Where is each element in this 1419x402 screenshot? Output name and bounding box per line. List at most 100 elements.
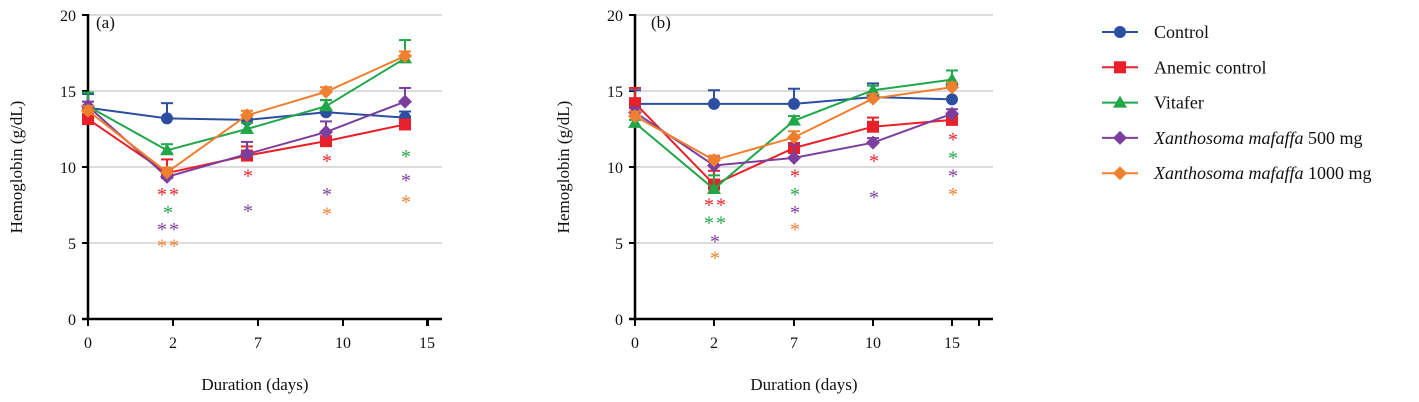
y-tick-label: 15 bbox=[60, 84, 76, 101]
legend-item: Xanthosoma mafaffa 500 mg bbox=[1102, 128, 1363, 148]
significance-marker: * bbox=[790, 202, 802, 224]
data-point bbox=[81, 103, 95, 118]
legend-item: Vitafer bbox=[1102, 93, 1204, 113]
data-point bbox=[319, 99, 333, 112]
x-tick-label: 0 bbox=[631, 335, 639, 352]
x-tick-label: 0 bbox=[84, 335, 92, 352]
data-point bbox=[866, 91, 880, 106]
legend-species: Xanthosoma mafaffa bbox=[1153, 128, 1304, 148]
data-point bbox=[629, 97, 641, 110]
data-point bbox=[788, 97, 800, 110]
data-point bbox=[240, 122, 254, 134]
legend-species: Xanthosoma mafaffa bbox=[1153, 163, 1304, 183]
significance-marker: * bbox=[243, 201, 255, 223]
legend-item: Anemic control bbox=[1102, 57, 1266, 77]
significance-marker: * bbox=[790, 166, 802, 188]
legend-label: Anemic control bbox=[1154, 57, 1266, 77]
series-xanthosoma-mafaffa-1000-mg bbox=[628, 80, 959, 168]
x-tick-label: 15 bbox=[419, 335, 435, 352]
legend-text: Vitafer bbox=[1154, 93, 1204, 113]
series-xanthosoma-mafaffa-1000-mg bbox=[81, 49, 412, 180]
y-tick-label: 0 bbox=[68, 312, 76, 329]
legend-dose: 1000 mg bbox=[1304, 163, 1372, 183]
legend-marker-icon bbox=[1114, 26, 1126, 38]
legend-marker-icon bbox=[1113, 166, 1127, 181]
x-tick-label: 10 bbox=[865, 335, 881, 352]
panel-b: 0 5 10 15 20 0 2 7 10 15 Duration (days) Hemoglobin… bbox=[554, 8, 993, 394]
significance-marker: * bbox=[948, 184, 960, 206]
x-axis-title: Duration (days) bbox=[750, 375, 857, 394]
significance-marker: * bbox=[948, 129, 960, 151]
legend-marker-icon bbox=[1113, 95, 1127, 108]
data-point bbox=[787, 113, 801, 126]
data-point bbox=[787, 130, 801, 145]
legend-dose: 500 mg bbox=[1304, 128, 1363, 148]
significance-marker: * bbox=[948, 147, 960, 169]
legend-marker-icon bbox=[1113, 130, 1127, 145]
data-point bbox=[319, 84, 333, 99]
data-point bbox=[240, 147, 254, 162]
data-point bbox=[160, 165, 174, 180]
significance-marker: * bbox=[401, 146, 413, 168]
data-point bbox=[946, 93, 958, 106]
data-point bbox=[398, 49, 412, 64]
y-tick-label: 5 bbox=[615, 236, 623, 253]
data-point bbox=[867, 120, 879, 133]
data-point bbox=[866, 135, 880, 150]
significance-marker: * bbox=[401, 191, 413, 213]
legend-label: Control bbox=[1154, 22, 1209, 42]
significance-marker: * bbox=[243, 166, 255, 188]
y-tick-label: 10 bbox=[60, 160, 76, 177]
significance-marker: ** bbox=[704, 213, 728, 235]
data-point bbox=[628, 109, 642, 124]
data-point bbox=[82, 113, 94, 126]
data-point bbox=[707, 153, 721, 168]
y-tick-label: 0 bbox=[615, 312, 623, 329]
significance-marker: * bbox=[322, 184, 334, 206]
y-tick-label: 10 bbox=[607, 160, 623, 177]
significance-marker: * bbox=[790, 184, 802, 206]
legend-item: Xanthosoma mafaffa 1000 mg bbox=[1102, 163, 1372, 183]
significance-marker: * bbox=[869, 150, 881, 172]
significance-marker: * bbox=[322, 204, 334, 226]
significance-marker: * bbox=[401, 170, 413, 192]
legend-text: Anemic control bbox=[1154, 57, 1266, 77]
x-tick-label: 2 bbox=[710, 335, 718, 352]
legend-text: Control bbox=[1154, 22, 1209, 42]
significance-marker: * bbox=[710, 231, 722, 253]
significance-marker: * bbox=[322, 150, 334, 172]
significance-marker: * bbox=[163, 202, 175, 224]
significance-marker: * bbox=[710, 248, 722, 270]
series-vitafer bbox=[81, 39, 412, 156]
legend-label: Vitafer bbox=[1154, 93, 1204, 113]
legend: Control Anemic control Vitafer Xanthosoma m… bbox=[1102, 22, 1372, 183]
y-tick-label: 15 bbox=[607, 84, 623, 101]
data-point bbox=[240, 108, 254, 123]
data-point bbox=[398, 94, 412, 109]
data-point bbox=[160, 143, 174, 156]
data-point bbox=[707, 182, 721, 195]
data-point bbox=[945, 106, 959, 121]
significance-marker: * bbox=[869, 187, 881, 209]
legend-item: Control bbox=[1102, 22, 1209, 42]
legend-marker-icon bbox=[1114, 61, 1126, 74]
data-point bbox=[161, 112, 173, 125]
legend-label: Xanthosoma mafaffa 500 mg bbox=[1153, 128, 1363, 148]
panel-label: (b) bbox=[651, 13, 671, 32]
series-line bbox=[87, 57, 406, 152]
data-point bbox=[319, 125, 333, 140]
x-tick-label: 15 bbox=[944, 335, 960, 352]
x-tick-label: 7 bbox=[254, 335, 262, 352]
significance-marker: ** bbox=[704, 194, 728, 216]
data-point bbox=[399, 118, 411, 131]
x-axis-title: Duration (days) bbox=[201, 375, 308, 394]
x-tick-label: 10 bbox=[335, 335, 351, 352]
y-axis-title: Hemoglobin (g/dL) bbox=[7, 101, 26, 234]
legend-label: Xanthosoma mafaffa 1000 mg bbox=[1153, 163, 1372, 183]
y-axis-title: Hemoglobin (g/dL) bbox=[554, 101, 573, 234]
y-tick-label: 5 bbox=[68, 236, 76, 253]
data-point bbox=[708, 97, 720, 110]
significance-marker: * bbox=[948, 166, 960, 188]
y-tick-label: 20 bbox=[607, 8, 623, 25]
